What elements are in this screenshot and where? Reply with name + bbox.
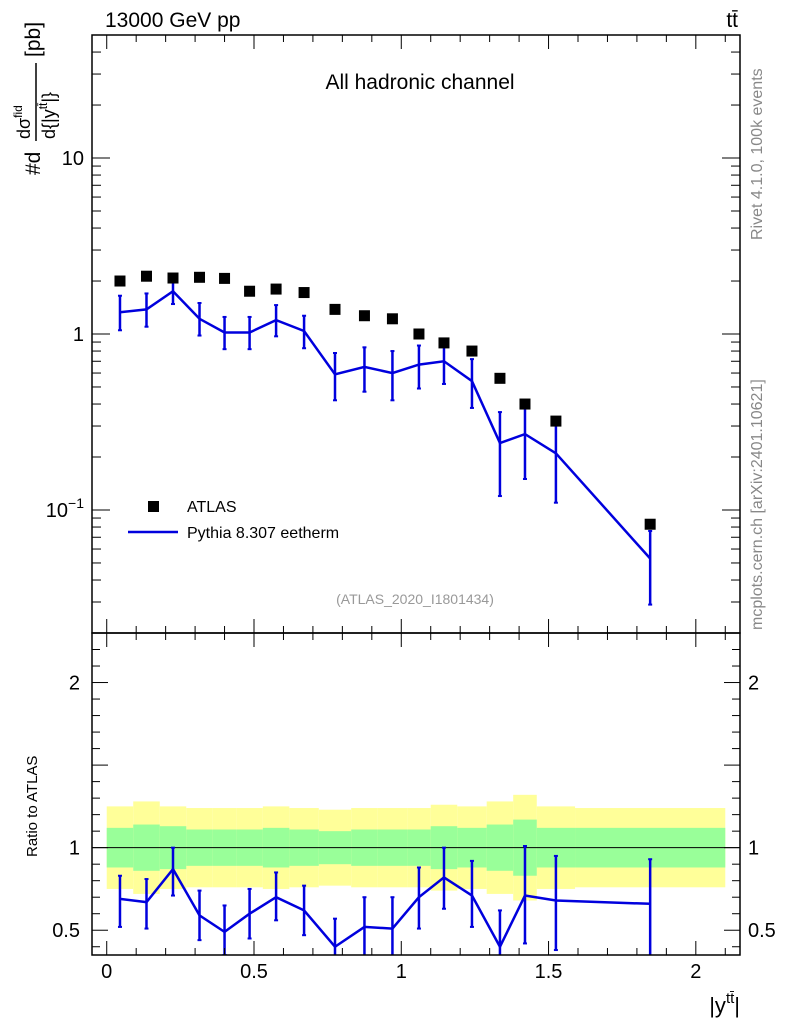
ratio-frame [91, 632, 741, 956]
legend-data-label: ATLAS [187, 499, 237, 516]
mc-line [119, 289, 652, 560]
data-point [519, 398, 531, 410]
data-point [219, 272, 231, 284]
svg-text:|ytt̄|: |ytt̄| [709, 990, 740, 1018]
x-axis-label: |ytt̄| [709, 990, 740, 1018]
ratio-ylabel: Ratio to ATLAS [24, 756, 41, 857]
data-point [386, 313, 398, 325]
source-label: mcplots.cern.ch [arXiv:2401.10621] [749, 379, 766, 630]
data-point [270, 283, 282, 295]
ratio-plot: 0 0.5 1 1.5 2 2 2 1 1 0.5 0.5 [52, 35, 776, 983]
x-tick-label: 1 [396, 961, 407, 983]
data-point [114, 275, 126, 287]
x-tick-label: 0 [101, 961, 112, 983]
ratio-y-tick-label-left: 0.5 [52, 920, 80, 942]
ylabel-unit: [pb] [22, 22, 45, 57]
data-point [194, 271, 206, 283]
ratio-y-tick-label-right: 1 [748, 838, 759, 860]
ratio-y-tick-label-left: 1 [69, 838, 80, 860]
analysis-id: (ATLAS_2020_I1801434) [336, 591, 494, 607]
energy-label: 13000 GeV pp [105, 9, 240, 32]
data-point [298, 287, 310, 299]
ratio-clipped [92, 794, 740, 955]
data-point [329, 303, 341, 315]
ylabel-numerator: dσfid [11, 105, 34, 139]
data-point [167, 272, 179, 284]
y-tick-label: 10 [62, 148, 84, 170]
legend-mc-label: Pythia 8.307 eetherm [187, 525, 339, 542]
data-point [244, 285, 256, 297]
data-point [413, 328, 425, 340]
data-point [358, 310, 370, 322]
y-tick-label: 10−1 [46, 495, 84, 522]
data-point [644, 518, 656, 530]
data-point [140, 270, 152, 282]
main-ylabel: #d dσfid d{|ytt̄|} [pb] [11, 22, 59, 175]
data-point [494, 372, 506, 384]
process-label: tt̄ [726, 9, 738, 32]
ylabel-prefix: #d [22, 152, 45, 175]
legend: ATLAS Pythia 8.307 eetherm [128, 499, 339, 542]
data-point [550, 415, 562, 427]
x-tick-label: 2 [690, 961, 701, 983]
channel-label: All hadronic channel [325, 71, 514, 94]
x-tick-label: 0.5 [240, 961, 268, 983]
data-point [438, 337, 450, 349]
rivet-label: Rivet 4.1.0, 100k events [749, 68, 766, 240]
ratio-y-tick-label-left: 2 [69, 673, 80, 695]
ylabel-denominator: d{|ytt̄|} [36, 92, 59, 139]
y-tick-label: 1 [73, 324, 84, 346]
data-point [466, 345, 478, 357]
main-plot: 10 1 10−1 [46, 34, 741, 634]
ratio-y-tick-label-right: 0.5 [748, 920, 776, 942]
legend-data-marker [148, 501, 159, 512]
ratio-y-tick-label-right: 2 [748, 673, 759, 695]
x-tick-label: 1.5 [535, 961, 563, 983]
ratio-mc-line [119, 866, 651, 950]
